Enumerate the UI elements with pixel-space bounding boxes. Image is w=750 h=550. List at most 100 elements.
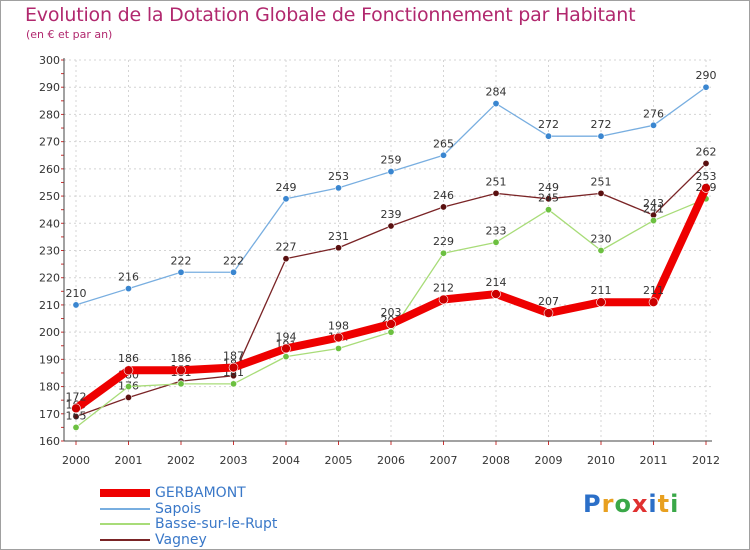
data-point-gerbamont-2010	[596, 297, 606, 308]
data-point-gerbamont-2002	[176, 365, 186, 376]
data-point-gerbamont-2009	[543, 308, 554, 318]
legend-swatch-basse-sur-le-rupt	[100, 523, 150, 525]
logo-letter: i	[670, 490, 680, 518]
x-tick-label-2003: 2003	[220, 454, 248, 467]
data-point-vagney-2006	[387, 222, 395, 230]
y-tick-label-240: 240	[39, 217, 60, 230]
data-point-basse-sur-le-rupt-2005	[334, 344, 342, 352]
data-label-vagney-2008: 251	[486, 175, 507, 188]
chart-subtitle: (en € et par an)	[26, 28, 113, 41]
y-tick-label-280: 280	[39, 108, 60, 121]
data-label-sapois-2009: 272	[538, 118, 559, 131]
data-point-sapois-2004	[282, 195, 290, 203]
data-label-vagney-2007: 246	[433, 189, 454, 202]
data-label-gerbamont-2007: 212	[433, 281, 454, 294]
legend-label-vagney: Vagney	[155, 531, 207, 548]
data-point-basse-sur-le-rupt-2007	[439, 249, 447, 257]
y-tick-label-210: 210	[39, 299, 60, 312]
data-label-sapois-2003: 222	[223, 254, 244, 267]
data-label-basse-sur-le-rupt-2010: 230	[591, 233, 612, 246]
data-point-basse-sur-le-rupt-2001	[125, 383, 133, 391]
data-point-basse-sur-le-rupt-2010	[597, 247, 605, 255]
y-tick-label-220: 220	[39, 272, 60, 285]
data-label-gerbamont-2003: 187	[223, 350, 244, 363]
data-point-basse-sur-le-rupt-2009	[544, 206, 552, 214]
logo-letter: o	[614, 490, 632, 518]
data-label-sapois-2008: 284	[486, 86, 507, 99]
data-label-basse-sur-le-rupt-2009: 245	[538, 192, 559, 205]
data-point-basse-sur-le-rupt-2006	[387, 328, 395, 336]
data-point-vagney-2001	[125, 393, 133, 401]
data-point-sapois-2006	[387, 168, 395, 176]
legend-swatch-gerbamont	[100, 489, 150, 497]
data-label-gerbamont-2002: 186	[171, 352, 192, 365]
data-label-gerbamont-2011: 211	[643, 284, 664, 297]
proxiti-logo: Proxiti	[583, 490, 679, 518]
data-label-sapois-2010: 272	[591, 118, 612, 131]
data-label-basse-sur-le-rupt-2008: 233	[486, 224, 507, 237]
legend-label-gerbamont: GERBAMONT	[155, 485, 246, 501]
x-tick-label-2009: 2009	[535, 454, 563, 467]
data-label-sapois-2002: 222	[171, 254, 192, 267]
data-point-gerbamont-2012	[701, 183, 711, 193]
y-tick-label-250: 250	[39, 190, 60, 203]
chart-title: Evolution de la Dotation Globale de Fonc…	[25, 4, 636, 26]
logo-letter: i	[648, 490, 658, 518]
y-tick-label-190: 190	[39, 353, 60, 366]
data-point-basse-sur-le-rupt-2004	[282, 353, 290, 361]
logo-letter: P	[583, 490, 602, 518]
data-point-vagney-2005	[334, 244, 342, 252]
data-point-gerbamont-2005	[333, 332, 344, 343]
x-tick-label-2011: 2011	[640, 454, 668, 467]
data-point-sapois-2011	[649, 121, 657, 129]
data-label-basse-sur-le-rupt-2000: 165	[66, 409, 87, 422]
data-point-basse-sur-le-rupt-2000	[72, 423, 80, 431]
legend-label-basse-sur-le-rupt: Basse-sur-le-Rupt	[155, 516, 278, 532]
logo-letter: x	[631, 490, 649, 518]
data-point-vagney-2004	[282, 255, 290, 263]
y-tick-label-160: 160	[39, 435, 60, 448]
logo-letter: t	[657, 490, 671, 518]
data-label-vagney-2010: 251	[591, 175, 612, 188]
data-label-sapois-2000: 210	[66, 287, 87, 300]
data-label-vagney-2012: 262	[696, 145, 717, 158]
data-point-basse-sur-le-rupt-2008	[492, 238, 500, 246]
data-point-sapois-2008	[492, 100, 500, 108]
data-label-gerbamont-2008: 214	[486, 276, 507, 289]
data-point-gerbamont-2004	[281, 343, 291, 354]
y-tick-label-200: 200	[39, 326, 60, 339]
data-label-gerbamont-2009: 207	[538, 295, 559, 308]
data-label-vagney-2004: 227	[276, 241, 297, 254]
data-label-gerbamont-2004: 194	[276, 330, 297, 343]
logo-letter: r	[601, 490, 615, 518]
x-tick-label-2007: 2007	[430, 454, 458, 467]
x-tick-label-2006: 2006	[377, 454, 405, 467]
x-tick-label-2010: 2010	[587, 454, 615, 467]
y-tick-label-180: 180	[39, 381, 60, 394]
data-label-sapois-2007: 265	[433, 137, 454, 150]
data-label-gerbamont-2005: 198	[328, 320, 349, 333]
data-label-gerbamont-2006: 203	[381, 306, 402, 319]
data-label-gerbamont-2001: 186	[118, 352, 139, 365]
data-point-sapois-2010	[597, 132, 605, 140]
x-tick-label-2005: 2005	[325, 454, 353, 467]
data-point-gerbamont-2006	[386, 319, 396, 329]
data-point-gerbamont-2008	[491, 289, 501, 299]
x-tick-label-2004: 2004	[272, 454, 300, 467]
data-point-vagney-2000	[72, 413, 80, 421]
data-label-sapois-2005: 253	[328, 170, 349, 183]
data-label-gerbamont-2000: 172	[66, 390, 87, 403]
legend-swatch-vagney	[100, 538, 150, 541]
data-point-sapois-2002	[177, 268, 185, 276]
y-tick-label-300: 300	[39, 54, 60, 67]
data-label-vagney-2006: 239	[381, 208, 402, 221]
data-point-sapois-2007	[439, 151, 447, 159]
data-point-sapois-2009	[544, 132, 552, 140]
data-point-gerbamont-2011	[648, 297, 659, 308]
data-label-sapois-2001: 216	[118, 271, 139, 284]
x-tick-label-2002: 2002	[167, 454, 195, 467]
data-point-gerbamont-2003	[228, 362, 239, 373]
data-label-basse-sur-le-rupt-2011: 241	[643, 203, 664, 216]
data-point-sapois-2003	[230, 268, 238, 276]
data-label-gerbamont-2012: 253	[696, 170, 717, 183]
